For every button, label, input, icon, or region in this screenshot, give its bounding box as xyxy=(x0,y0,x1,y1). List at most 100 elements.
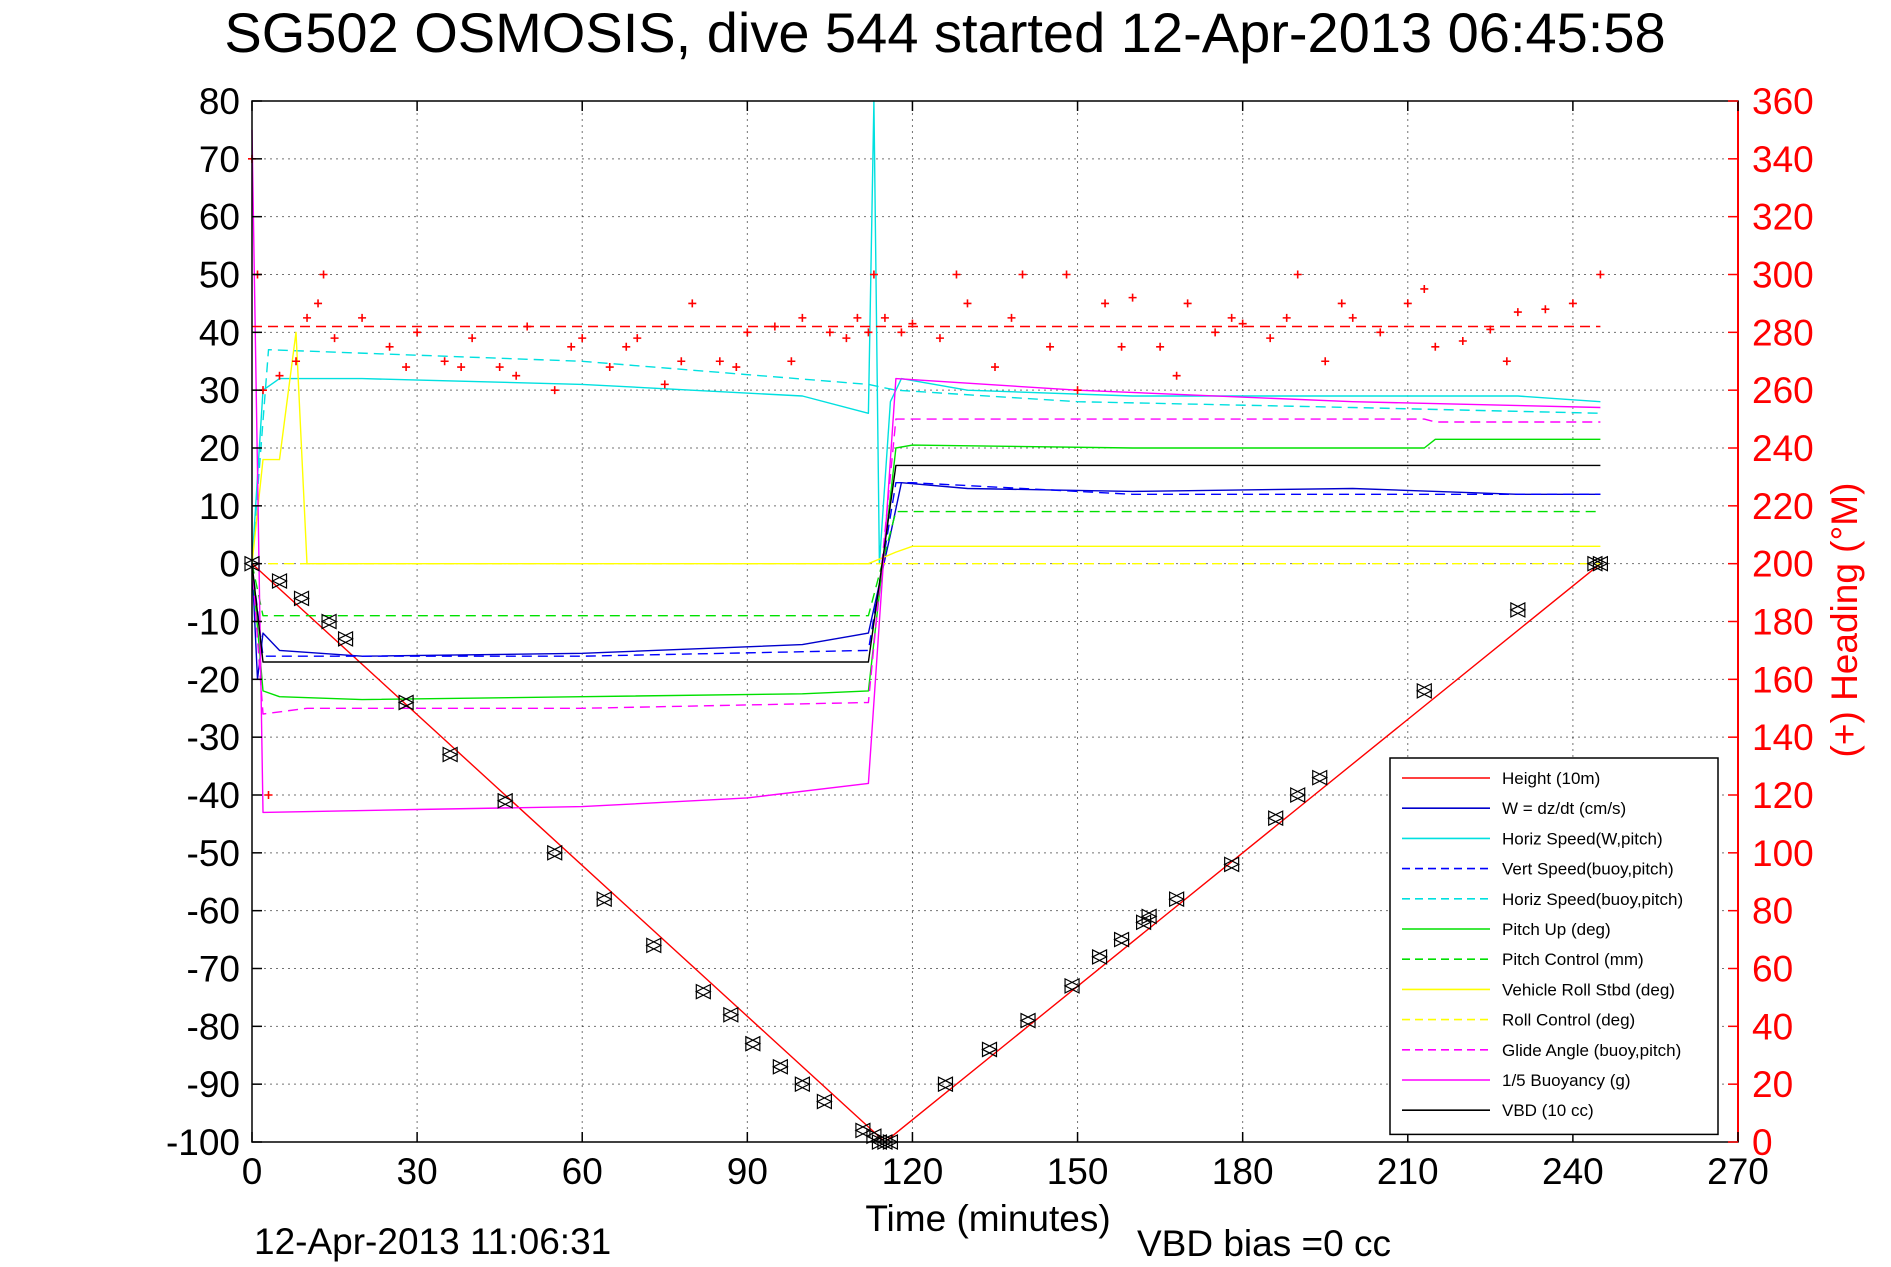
depth-marker-tri-left xyxy=(1019,1012,1036,1029)
x-tick-label: 180 xyxy=(1212,1151,1274,1192)
y-right-tick-label: 140 xyxy=(1752,717,1814,758)
y-left-tick-label: 10 xyxy=(199,486,240,527)
depth-marker-tri-left xyxy=(595,891,612,908)
depth-marker-tri-left xyxy=(772,1058,788,1075)
depth-marker-tri-left xyxy=(937,1076,954,1093)
y-right-tick-label: 100 xyxy=(1752,833,1814,874)
depth-marker-tri-left xyxy=(722,1006,739,1023)
heading-point xyxy=(1458,337,1467,346)
heading-point xyxy=(1431,342,1440,351)
depth-marker xyxy=(1091,948,1108,965)
y-left-tick-label: 50 xyxy=(199,255,240,296)
heading-point xyxy=(512,371,521,380)
y-right-tick-label: 40 xyxy=(1752,1006,1793,1047)
depth-marker xyxy=(694,983,712,1000)
depth-marker-tri-left xyxy=(337,630,354,647)
heading-point xyxy=(1403,299,1412,308)
depth-marker-tri-left xyxy=(744,1035,761,1052)
depth-marker xyxy=(1063,977,1081,994)
heading-point xyxy=(1596,270,1605,279)
y-right-tick-label: 200 xyxy=(1752,544,1814,585)
y-left-tick-label: -60 xyxy=(187,891,240,932)
x-tick-label: 90 xyxy=(727,1151,768,1192)
y-right-tick-label: 0 xyxy=(1752,1122,1773,1163)
footer-timestamp: 12-Apr-2013 11:06:31 xyxy=(254,1221,611,1262)
legend-box xyxy=(1389,757,1719,1136)
y-right-tick-label: 120 xyxy=(1752,775,1814,816)
heading-point xyxy=(787,357,796,366)
heading-point xyxy=(732,363,741,372)
y-left-tick-label: -30 xyxy=(187,717,240,758)
y-right-tick-label: 160 xyxy=(1752,659,1814,700)
heading-point xyxy=(578,334,587,343)
depth-marker xyxy=(1113,931,1130,948)
x-tick-label: 240 xyxy=(1542,1151,1604,1192)
legend-label: Pitch Control (mm) xyxy=(1502,950,1644,969)
series-line xyxy=(251,438,1601,701)
depth-marker-tri-left xyxy=(1113,931,1130,948)
depth-marker-tri-left xyxy=(320,613,337,630)
heading-point xyxy=(1007,313,1016,322)
heading-point xyxy=(1513,308,1522,317)
y-right-tick-label: 240 xyxy=(1752,428,1814,469)
y-left-tick-label: 30 xyxy=(199,370,240,411)
y-right-tick-label: 80 xyxy=(1752,891,1793,932)
y-left-tick-label: -10 xyxy=(187,602,240,643)
y-left-tick-label: 80 xyxy=(199,81,240,122)
x-tick-label: 210 xyxy=(1377,1151,1439,1192)
depth-marker-tri-left xyxy=(645,937,662,954)
legend-label: Height (10m) xyxy=(1502,769,1600,788)
depth-marker-tri-left xyxy=(1592,555,1609,572)
x-tick-label: 0 xyxy=(242,1151,263,1192)
heading-point xyxy=(330,334,339,343)
depth-marker-tri-left xyxy=(1223,856,1240,873)
heading-point xyxy=(1227,313,1236,322)
footer-vbd-bias: VBD bias =0 cc xyxy=(1137,1223,1391,1262)
depth-marker-tri-left xyxy=(293,590,310,607)
heading-point xyxy=(550,386,559,395)
y-left-tick-label: -100 xyxy=(166,1122,240,1163)
heading-point xyxy=(319,270,328,279)
heading-point xyxy=(952,270,961,279)
legend: Height (10m) W = dz/dt (cm/s) Horiz Speed(… xyxy=(1389,757,1719,1136)
depth-marker-tri-left xyxy=(981,1041,998,1058)
heading-point xyxy=(314,299,323,308)
heading-point xyxy=(1502,357,1511,366)
depth-marker xyxy=(1509,601,1527,618)
heading-point xyxy=(1321,357,1330,366)
depth-marker xyxy=(981,1041,998,1058)
depth-marker-tri-left xyxy=(397,694,414,711)
y-left-tick-label: 20 xyxy=(199,428,240,469)
depth-marker-tri-left xyxy=(694,983,711,1000)
depth-marker xyxy=(744,1035,762,1052)
heading-point xyxy=(1117,342,1126,351)
depth-marker-tri-left xyxy=(1509,601,1526,618)
heading-point xyxy=(842,334,851,343)
depth-marker xyxy=(645,937,663,954)
right-axis-label: (+) Heading (°M) xyxy=(1824,483,1865,758)
heading-point xyxy=(935,334,944,343)
heading-point xyxy=(385,342,394,351)
heading-point xyxy=(1541,305,1550,314)
y-right-tick-label: 20 xyxy=(1752,1064,1793,1105)
heading-point xyxy=(1376,328,1385,337)
depth-marker-tri-left xyxy=(794,1076,810,1093)
depth-marker-tri-left xyxy=(271,573,288,589)
depth-marker-tri-left xyxy=(1135,914,1152,931)
y-right-tick-label: 260 xyxy=(1752,370,1814,411)
heading-point xyxy=(495,363,504,372)
depth-marker-tri-left xyxy=(1586,555,1603,572)
depth-marker xyxy=(1019,1012,1037,1029)
heading-point xyxy=(677,357,686,366)
series-line xyxy=(251,100,1601,565)
legend-label: Glide Angle (buoy,pitch) xyxy=(1502,1041,1681,1060)
depth-marker-tri-left xyxy=(441,746,458,763)
depth-marker xyxy=(1168,891,1185,908)
heading-point xyxy=(1293,270,1302,279)
x-axis-label: Time (minutes) xyxy=(865,1198,1110,1239)
series-line xyxy=(251,129,1601,814)
chart-title: SG502 OSMOSIS, dive 544 started 12-Apr-2… xyxy=(224,1,1665,64)
depth-marker xyxy=(937,1076,954,1093)
series-line xyxy=(251,482,1601,680)
